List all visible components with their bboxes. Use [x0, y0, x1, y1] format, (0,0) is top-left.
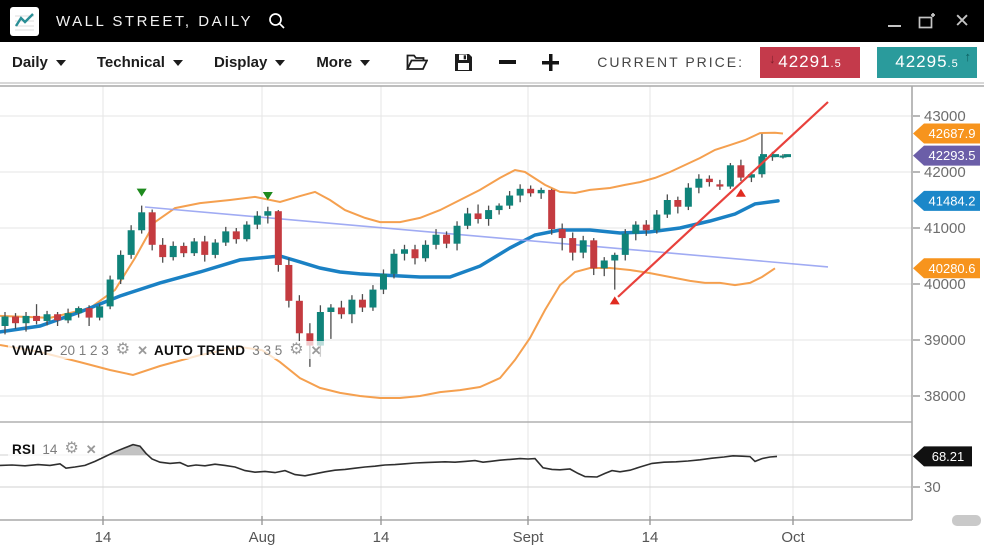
vwap-line: [0, 199, 780, 334]
chevron-down-icon: [172, 60, 183, 66]
zoom-out-button[interactable]: [499, 60, 517, 64]
timeframe-menu-label: Daily: [12, 53, 48, 71]
close-icon[interactable]: ✕: [137, 342, 149, 358]
svg-text:42293.5: 42293.5: [929, 148, 976, 163]
rsi-line: [0, 443, 778, 478]
svg-text:Sept: Sept: [513, 529, 545, 546]
display-menu-label: Display: [213, 53, 268, 71]
timeframe-menu[interactable]: Daily: [12, 54, 66, 71]
svg-text:42000: 42000: [924, 164, 966, 181]
save-icon[interactable]: [454, 53, 473, 72]
svg-text:41000: 41000: [924, 220, 966, 237]
svg-text:42687.9: 42687.9: [929, 126, 976, 141]
technical-menu-label: Technical: [96, 53, 165, 71]
chevron-down-icon: [275, 60, 286, 66]
indicator-name: AUTO TREND: [154, 342, 246, 358]
price-tag: 42293.5: [913, 145, 980, 166]
indicator-name: VWAP: [12, 342, 53, 358]
current-price-label: CURRENT PRICE:: [597, 54, 744, 70]
indicator-params: 14: [42, 441, 58, 457]
signal-markers-layer: [136, 188, 746, 305]
window-title: WALL STREET, DAILY: [56, 12, 253, 30]
scrollbar-handle[interactable]: [952, 515, 981, 526]
arrow-down-icon: ↓: [769, 50, 777, 66]
indicator-params: 20 1 2 3: [59, 342, 109, 358]
svg-text:39000: 39000: [924, 332, 966, 349]
svg-text:Aug: Aug: [249, 529, 276, 546]
chevron-down-icon: [55, 60, 66, 66]
minimize-button[interactable]: [888, 9, 902, 33]
current-price-area: CURRENT PRICE: ↓ 42291.5 ↑ 42295.5: [597, 46, 977, 78]
svg-text:30: 30: [924, 479, 941, 496]
display-menu[interactable]: Display: [213, 53, 286, 71]
indicator-label-rsi: RSI 14 ⚙ ✕: [8, 440, 101, 458]
buy-signal-icon: [609, 296, 620, 305]
indicator-params: 3 3 5: [252, 342, 283, 358]
close-icon[interactable]: ✕: [85, 441, 97, 457]
rsi-overbought-fill: [108, 444, 148, 455]
title-bar: WALL STREET, DAILY ✕: [0, 0, 984, 42]
svg-text:14: 14: [373, 529, 390, 546]
sell-price-button[interactable]: ↓ 42291.5: [760, 46, 860, 78]
app-logo-icon: [10, 6, 39, 36]
svg-text:43000: 43000: [924, 108, 966, 125]
price-tag: 41484.2: [913, 190, 980, 211]
indicator-name: RSI: [12, 441, 36, 457]
gear-icon[interactable]: ⚙: [289, 341, 304, 358]
svg-text:40280.6: 40280.6: [929, 261, 976, 276]
search-icon[interactable]: [267, 11, 287, 31]
svg-text:38000: 38000: [924, 388, 966, 405]
grid-layer: [0, 86, 912, 520]
zoom-in-button[interactable]: [542, 53, 560, 71]
price-tag: 68.21: [913, 446, 972, 467]
svg-text:14: 14: [95, 529, 112, 546]
svg-text:14: 14: [642, 529, 659, 546]
price-tag: 42687.9: [913, 123, 980, 144]
window-controls: ✕: [888, 9, 970, 33]
sell-signal-icon: [262, 192, 273, 200]
chart-toolbar: Daily Technical Display More: [0, 42, 984, 84]
svg-text:Oct: Oct: [781, 529, 805, 546]
close-icon[interactable]: ✕: [954, 10, 970, 32]
price-chart[interactable]: 43000 42000 41000 40000 39000 38000 30 14 Aug 14 S…: [0, 84, 984, 551]
buy-price-button[interactable]: ↑ 42295.5: [877, 46, 977, 78]
svg-text:40000: 40000: [924, 276, 966, 293]
price-tag: 40280.6: [913, 258, 980, 279]
axis-labels: 43000 42000 41000 40000 39000 38000 30 14 Aug 14 S…: [95, 108, 966, 546]
open-folder-icon[interactable]: [406, 53, 429, 71]
svg-text:68.21: 68.21: [932, 449, 965, 464]
arrow-up-icon: ↑: [964, 48, 972, 64]
buy-signal-icon: [735, 188, 746, 197]
close-icon[interactable]: ✕: [310, 342, 322, 358]
popout-icon[interactable]: [918, 9, 937, 33]
trendline-up: [617, 101, 829, 298]
technical-menu[interactable]: Technical: [97, 54, 183, 71]
indicator-label-vwap: VWAP 20 1 2 3 ⚙ ✕: [8, 341, 153, 359]
gear-icon[interactable]: ⚙: [115, 341, 131, 358]
gear-icon[interactable]: ⚙: [64, 440, 79, 457]
more-menu[interactable]: More: [316, 53, 371, 71]
chevron-down-icon: [360, 60, 371, 66]
sell-signal-icon: [136, 188, 147, 197]
svg-text:41484.2: 41484.2: [929, 193, 976, 208]
more-menu-label: More: [316, 53, 353, 71]
panel-borders: [0, 85, 984, 521]
indicator-label-autotrend: AUTO TREND 3 3 5 ⚙ ✕: [150, 341, 326, 359]
